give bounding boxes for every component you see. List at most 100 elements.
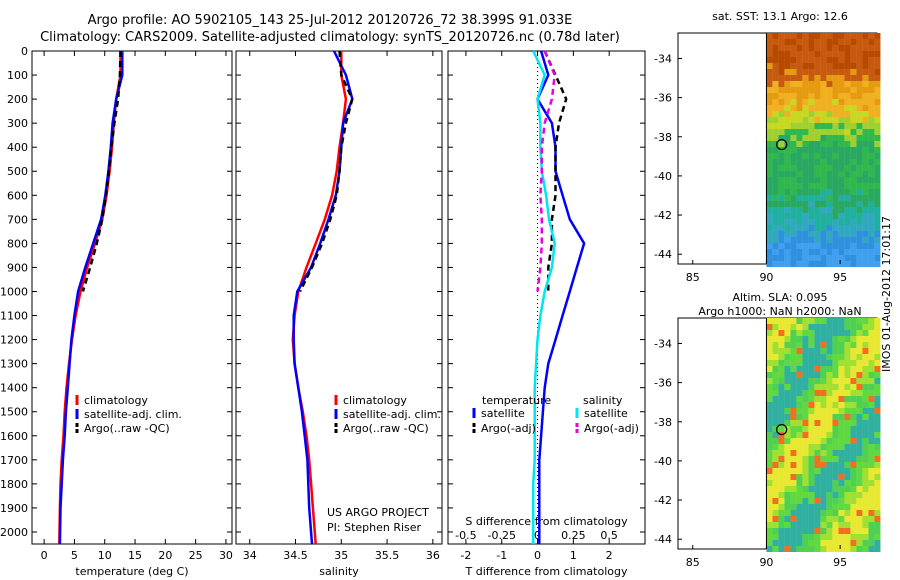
map-sla-cell	[802, 342, 809, 348]
map-sla-cell	[772, 510, 779, 516]
map-sla-cell	[808, 366, 815, 372]
map-sst-cell	[820, 249, 827, 255]
map-sla-cell	[790, 480, 797, 486]
map-sla-cell	[856, 318, 863, 324]
map-sst-cell	[820, 111, 827, 117]
map-sst-cell	[844, 75, 851, 81]
map-sla-cell	[766, 456, 773, 462]
map-sla-cell	[766, 414, 773, 420]
map-sla-cell	[820, 510, 827, 516]
map-sla-cell	[808, 444, 815, 450]
map-sst-cell	[832, 159, 839, 165]
map-sst-cell	[832, 51, 839, 57]
map-sla-cell	[826, 444, 833, 450]
map-sla-cell	[862, 330, 869, 336]
difference-xtick-label: 2	[606, 549, 613, 562]
map-sla-cell	[778, 480, 785, 486]
map-sla-cell	[814, 522, 821, 528]
map-sla-cell	[856, 534, 863, 540]
map-sst-cell	[856, 159, 863, 165]
map-sst-cell	[766, 99, 773, 105]
map-sst-cell	[790, 219, 797, 225]
figure-title-line2: Climatology: CARS2009. Satellite-adjuste…	[40, 30, 620, 45]
map-sla-cell	[874, 420, 881, 426]
map-sla-cell	[844, 378, 851, 384]
map-sla-cell	[772, 480, 779, 486]
map-sst-cell	[784, 87, 791, 93]
map-sst-cell	[826, 63, 833, 69]
map-sst-cell	[874, 153, 881, 159]
map-sla-cell	[838, 432, 845, 438]
map-sst-cell	[808, 165, 815, 171]
map-sst-cell	[784, 69, 791, 75]
map-sla-cell	[838, 318, 845, 324]
map-sst-cell	[796, 63, 803, 69]
map-sst-cell	[850, 141, 857, 147]
map-sst-cell	[856, 69, 863, 75]
map-sst-ytick-label: -38	[654, 131, 672, 144]
map-sst-cell	[766, 165, 773, 171]
difference-xtick-label: -1	[496, 549, 507, 562]
map-sla-cell	[802, 462, 809, 468]
map-sla-cell	[802, 318, 809, 324]
map-sst-cell	[802, 123, 809, 129]
map-sla-cell	[874, 456, 881, 462]
map-sla-cell	[808, 426, 815, 432]
map-sla-cell	[766, 498, 773, 504]
map-sla-cell	[850, 342, 857, 348]
map-sst-cell	[790, 123, 797, 129]
map-sla-cell	[766, 450, 773, 456]
map-sst-cell	[856, 249, 863, 255]
map-sst-cell	[850, 183, 857, 189]
map-sst-cell	[766, 135, 773, 141]
map-sla-cell	[784, 438, 791, 444]
map-sla-cell	[766, 528, 773, 534]
map-sla-cell	[826, 516, 833, 522]
map-sla-cell	[778, 486, 785, 492]
map-sla-cell	[778, 342, 785, 348]
map-sla-cell	[856, 468, 863, 474]
map-sla-cell	[844, 408, 851, 414]
map-sla-cell	[808, 510, 815, 516]
map-sla-cell	[874, 510, 881, 516]
map-sst-cell	[862, 33, 869, 39]
map-sla-cell	[820, 402, 827, 408]
map-sla-cell	[820, 366, 827, 372]
map-sla-cell	[874, 390, 881, 396]
map-sla-cell	[778, 378, 785, 384]
map-sst-cell	[862, 123, 869, 129]
map-sst-cell	[826, 171, 833, 177]
map-sst-cell	[808, 99, 815, 105]
map-sla-cell	[802, 522, 809, 528]
map-sla-cell	[814, 456, 821, 462]
map-sla-cell	[814, 492, 821, 498]
map-sst-cell	[850, 123, 857, 129]
map-sst-cell	[832, 225, 839, 231]
map-sst-cell	[826, 105, 833, 111]
map-sst-cell	[796, 231, 803, 237]
map-sla-cell	[850, 336, 857, 342]
map-sla-cell	[772, 348, 779, 354]
map-sla-cell	[868, 384, 875, 390]
map-sst-cell	[790, 141, 797, 147]
map-sla-cell	[844, 354, 851, 360]
map-sst-cell	[766, 225, 773, 231]
map-sla-cell	[874, 432, 881, 438]
map-sst-cell	[808, 213, 815, 219]
map-sst-cell	[844, 147, 851, 153]
map-sla-cell	[838, 456, 845, 462]
map-sst-cell	[874, 105, 881, 111]
map-sla-ytick-label: -42	[654, 494, 672, 507]
map-sla-cell	[802, 330, 809, 336]
map-sst-cell	[832, 177, 839, 183]
map-sla-cell	[814, 510, 821, 516]
map-sla-cell	[766, 522, 773, 528]
map-sla-cell	[778, 354, 785, 360]
temperature-xtick-label: 10	[98, 549, 112, 562]
map-sla-cell	[874, 528, 881, 534]
map-sla-cell	[826, 540, 833, 546]
map-sst-cell	[874, 93, 881, 99]
map-sst-cell	[862, 135, 869, 141]
map-sst-cell	[826, 129, 833, 135]
map-sst-cell	[766, 39, 773, 45]
